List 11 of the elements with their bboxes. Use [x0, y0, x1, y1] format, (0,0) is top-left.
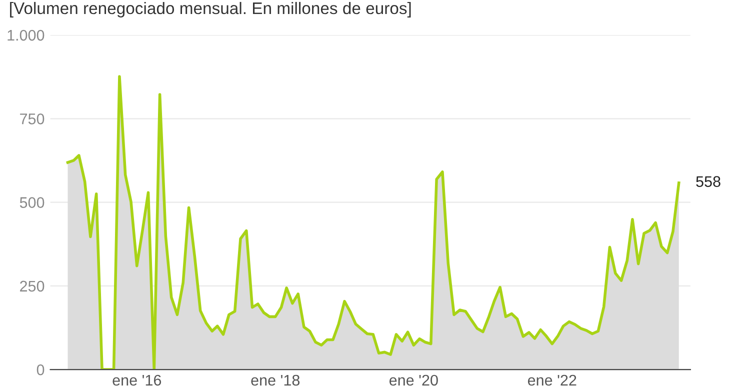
x-tick-label: ene '22: [528, 374, 576, 386]
x-tick-label: ene '18: [251, 374, 300, 386]
x-tick-label: ene '20: [389, 374, 438, 386]
y-tick-label: 500: [20, 197, 44, 208]
y-tick-label: 750: [20, 114, 44, 124]
y-tick-label: 1.000: [8, 30, 44, 41]
y-tick-label: 250: [20, 280, 44, 292]
annotation: 558: [696, 176, 720, 187]
x-tick-label: ene '16: [112, 374, 162, 386]
chart-title: [Volumen renegociado mensual. En millones de euros]: [10, 2, 411, 18]
y-tick-label: 0: [36, 364, 44, 376]
